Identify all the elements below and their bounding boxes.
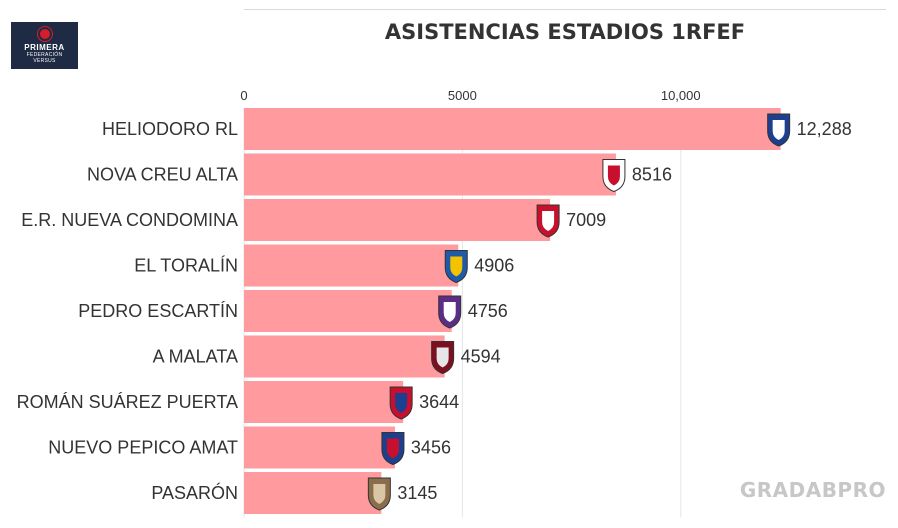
bar [244,472,382,514]
category-label: HELIODORO RL [102,119,238,139]
value-label: 4906 [474,256,514,276]
logo-line-2: FEDERACIÓN [26,52,63,58]
bar [244,108,781,150]
crest-inner [772,120,785,140]
bar [244,244,459,287]
bar [244,426,395,469]
category-label: EL TORALÍN [134,256,238,276]
value-label: 3456 [411,438,451,458]
category-label: PEDRO ESCARTÍN [78,301,238,321]
crest-inner [436,347,449,368]
chart-title: ASISTENCIAS ESTADIOS 1RFEF [384,20,746,44]
cd-eldense-crest-icon [381,432,405,466]
crest-inner [450,256,463,277]
category-label: NUEVO PEPICO AMAT [48,438,238,458]
value-label: 7009 [566,210,606,230]
ponferradina-crest-icon [444,250,468,284]
category-label: ROMÁN SUÁREZ PUERTA [17,392,238,412]
racing-ferrol-crest-icon [431,341,455,375]
watermark: GRADABPRO [739,478,886,502]
crest-inner [607,165,620,186]
cd-guadalajara-crest-icon [438,295,462,329]
crest-inner [386,438,399,459]
value-label: 12,288 [797,119,852,139]
pontevedra-cf-crest-icon [367,477,391,511]
category-label: A MALATA [153,347,238,367]
crest-inner [443,302,456,322]
x-tick-label: 0 [240,88,247,103]
value-label: 4756 [468,301,508,321]
category-label: NOVA CREU ALTA [87,165,238,185]
value-label: 3145 [397,483,437,503]
logo-line-3: VERSUS [33,58,56,64]
value-label: 8516 [632,165,672,185]
logo-line-1: PRIMERA [24,43,65,52]
x-tick-label: 5000 [448,88,477,103]
category-label: PASARÓN [151,482,238,503]
bar [244,199,551,241]
real-murcia-crest-icon [536,204,560,238]
bar [244,153,616,196]
x-tick-label: 10,000 [661,88,701,103]
category-label: E.R. NUEVA CONDOMINA [21,210,238,230]
top-rule [244,9,886,10]
league-emblem-icon [37,27,52,41]
ud-logrones-crest-icon [389,386,413,420]
bar [244,335,445,378]
crest-inner [395,393,408,413]
bar [244,381,404,423]
crest-inner [373,484,386,504]
value-label: 3644 [419,392,459,412]
ce-sabadell-crest-icon [602,159,626,193]
crest-inner [542,211,555,231]
value-label: 4594 [461,347,501,367]
league-logo: PRIMERA FEDERACIÓN VERSUS [11,22,78,69]
bar [244,290,452,332]
cd-tenerife-crest-icon [767,113,791,147]
